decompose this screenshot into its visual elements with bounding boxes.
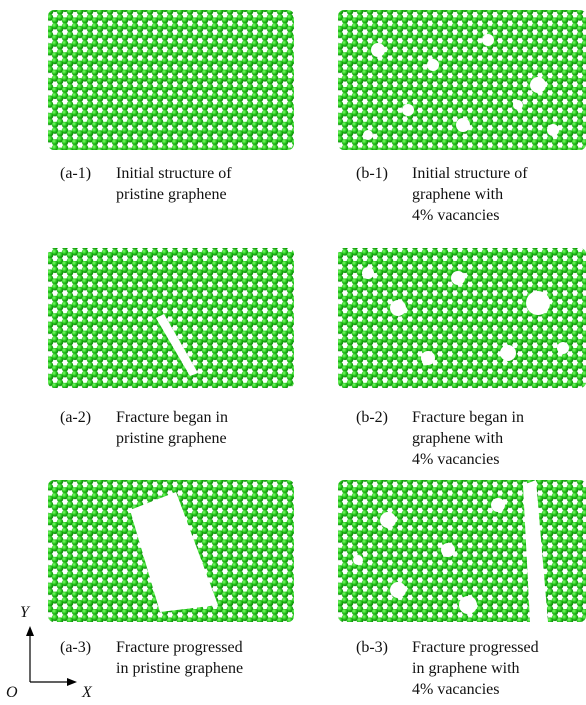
panel: (a-1) Initial structure of pristine graphe…: [48, 10, 294, 203]
caption-line: pristine graphene: [116, 430, 227, 447]
figure: Y O X (a-1) Initial structure of pristine …: [0, 0, 586, 700]
vacancy: [363, 130, 373, 140]
caption-line: 4% vacancies: [412, 207, 500, 224]
panel: (b-3) Fracture progressed in graphene with…: [338, 480, 586, 698]
panel: (b-2) Fracture began in graphene with 4% va…: [338, 248, 586, 468]
graphene-image: [48, 480, 294, 622]
panel-label: (b-1): [356, 165, 388, 182]
y-arrow-head: [26, 626, 34, 636]
caption-line: Fracture began in: [412, 409, 524, 426]
vacancy: [513, 100, 523, 110]
x-arrow-head: [67, 678, 77, 686]
vacancy: [380, 512, 396, 528]
vacancy: [491, 498, 505, 512]
caption-line: Initial structure of: [116, 165, 232, 182]
vacancy: [371, 43, 385, 57]
vacancy: [390, 300, 406, 316]
caption-line: in pristine graphene: [116, 660, 243, 677]
lattice: [338, 248, 586, 388]
vacancy: [547, 124, 559, 136]
caption-line: graphene with: [412, 186, 503, 203]
caption-line: Fracture began in: [116, 409, 228, 426]
vacancy: [526, 291, 550, 315]
panel-label: (a-2): [60, 409, 91, 426]
graphene-image: [338, 248, 586, 388]
vacancy: [451, 271, 465, 285]
vacancy: [353, 555, 363, 565]
vacancy: [459, 596, 477, 614]
caption-line: Fracture progressed: [116, 639, 243, 656]
caption-line: Initial structure of: [412, 165, 528, 182]
caption-line: 4% vacancies: [412, 681, 500, 698]
vacancy: [530, 77, 546, 93]
panel-label: (a-3): [60, 639, 91, 656]
vacancy: [482, 34, 494, 46]
panel-label: (b-2): [356, 409, 388, 426]
caption-line: 4% vacancies: [412, 451, 500, 468]
caption-line: Fracture progressed: [412, 639, 539, 656]
graphene-image: [338, 10, 586, 150]
vacancy: [390, 582, 406, 598]
origin-label: O: [6, 684, 18, 700]
lattice: [48, 248, 294, 388]
vacancy: [402, 104, 414, 116]
panel-label: (a-1): [60, 165, 91, 182]
vacancy: [421, 351, 435, 365]
vacancy: [557, 342, 569, 354]
panel: (a-3) Fracture progressed in pristine grap…: [48, 480, 294, 677]
panel: (a-2) Fracture began in pristine graphene: [48, 248, 294, 447]
vacancy: [456, 118, 470, 132]
graphene-image: [48, 248, 294, 388]
caption-line: in graphene with: [412, 660, 520, 677]
vacancy: [427, 59, 439, 71]
y-axis-label: Y: [20, 604, 31, 621]
lattice: [48, 10, 294, 150]
caption-line: pristine graphene: [116, 186, 227, 203]
caption-line: graphene with: [412, 430, 503, 447]
graphene-image: [48, 10, 294, 150]
panel: (b-1) Initial structure of graphene with 4%…: [338, 10, 586, 224]
x-axis-label: X: [81, 684, 93, 700]
vacancy: [441, 543, 455, 557]
graphene-image: [338, 480, 586, 622]
vacancy: [362, 267, 374, 279]
panel-label: (b-3): [356, 639, 388, 656]
vacancy: [500, 345, 516, 361]
